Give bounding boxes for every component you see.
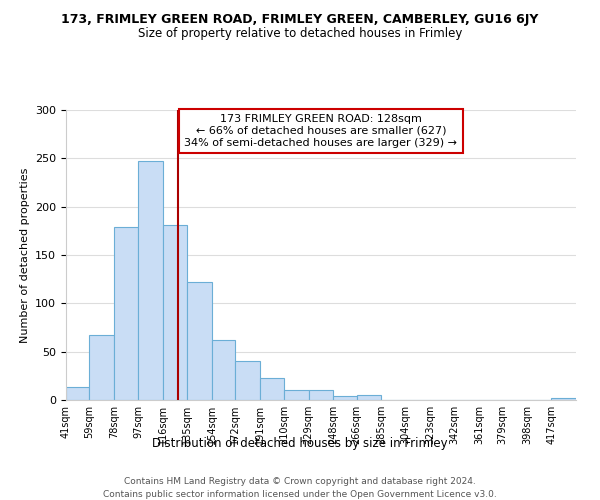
Y-axis label: Number of detached properties: Number of detached properties [20, 168, 29, 342]
Bar [187, 282, 212, 400]
Text: 173, FRIMLEY GREEN ROAD, FRIMLEY GREEN, CAMBERLEY, GU16 6JY: 173, FRIMLEY GREEN ROAD, FRIMLEY GREEN, … [61, 12, 539, 26]
Text: Distribution of detached houses by size in Frimley: Distribution of detached houses by size … [152, 438, 448, 450]
Bar [139, 161, 163, 400]
Bar [284, 390, 309, 400]
Text: 173 FRIMLEY GREEN ROAD: 128sqm
← 66% of detached houses are smaller (627)
34% of: 173 FRIMLEY GREEN ROAD: 128sqm ← 66% of … [185, 114, 458, 148]
Bar [114, 227, 139, 400]
Bar [551, 398, 576, 400]
Text: Contains public sector information licensed under the Open Government Licence v3: Contains public sector information licen… [103, 490, 497, 499]
Bar [89, 335, 114, 400]
Bar [235, 362, 260, 400]
Bar [309, 390, 333, 400]
Bar [66, 388, 89, 400]
Bar [260, 378, 284, 400]
Bar [212, 340, 235, 400]
Text: Size of property relative to detached houses in Frimley: Size of property relative to detached ho… [138, 28, 462, 40]
Bar [356, 395, 381, 400]
Text: Contains HM Land Registry data © Crown copyright and database right 2024.: Contains HM Land Registry data © Crown c… [124, 478, 476, 486]
Bar [163, 225, 187, 400]
Bar [333, 396, 356, 400]
